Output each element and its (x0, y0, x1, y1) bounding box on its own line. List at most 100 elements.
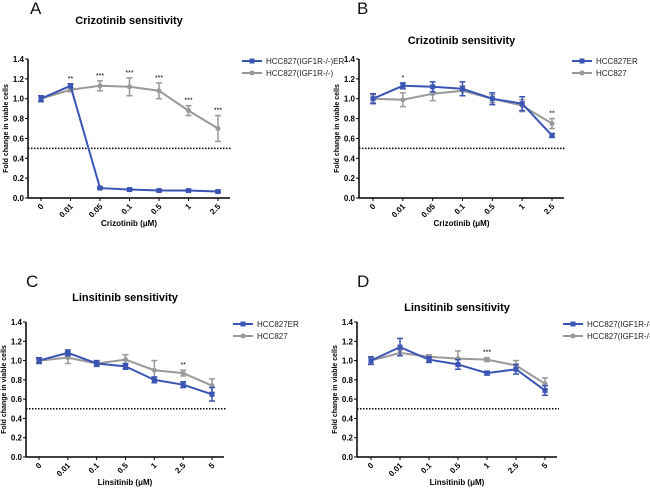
x-tick-label: 0.1 (87, 461, 102, 476)
significance-marker: *** (214, 108, 222, 115)
data-point (397, 344, 403, 350)
x-tick-label: 2.5 (208, 202, 223, 217)
panel-letter: C (26, 272, 38, 291)
x-tick-label: 0 (368, 202, 378, 212)
y-tick-label: 1.4 (13, 55, 25, 64)
significance-marker: *** (184, 98, 192, 105)
x-tick-label: 0.1 (419, 461, 434, 476)
legend-label: HCC827(IGF1R-/-)ER (587, 320, 650, 329)
data-point (38, 96, 44, 102)
data-point (97, 83, 103, 89)
data-point (484, 370, 490, 376)
legend-marker (240, 333, 246, 339)
data-point (186, 188, 191, 194)
y-tick-label: 1.4 (344, 55, 356, 64)
data-point (455, 361, 461, 367)
y-tick-label: 0.2 (342, 434, 354, 443)
chart-title: Linsitinib sensitivity (72, 292, 179, 304)
x-tick-label: 0.01 (55, 461, 73, 479)
y-tick-label: 0.6 (13, 134, 25, 143)
data-point (156, 88, 162, 94)
x-tick-label: 2.5 (506, 461, 521, 476)
data-point (400, 97, 406, 103)
y-tick-label: 0.4 (344, 154, 356, 163)
data-point (542, 387, 548, 393)
x-tick-label: 0.5 (149, 202, 164, 217)
legend-marker (240, 321, 246, 327)
y-tick-label: 0.0 (13, 194, 25, 203)
series (38, 83, 221, 195)
data-point (127, 84, 132, 90)
series (368, 337, 548, 397)
y-tick-label: 0.4 (13, 154, 25, 163)
data-point (180, 382, 186, 388)
y-tick-label: 1.2 (13, 75, 25, 84)
legend-marker (579, 58, 585, 64)
legend-label: HCC827(IGF1R-/-) (266, 69, 333, 78)
x-tick-label: 0.1 (120, 202, 135, 217)
y-axis-label: Fold change in viable cells (3, 84, 10, 173)
data-point (370, 96, 376, 102)
data-point (484, 357, 490, 363)
x-tick-label: 1 (482, 461, 492, 471)
y-tick-label: 0.2 (13, 174, 25, 183)
legend-label: HCC827(IGF1R-/-) (587, 332, 650, 341)
data-point (151, 377, 157, 383)
data-point (215, 126, 221, 131)
y-tick-label: 1.2 (342, 337, 354, 346)
y-tick-label: 0.6 (344, 134, 356, 143)
data-point (94, 360, 100, 366)
y-tick-label: 0.0 (11, 453, 23, 462)
data-point (215, 189, 221, 195)
x-tick-label: 0 (366, 461, 376, 471)
data-point (549, 132, 555, 138)
x-axis-label: Linsitinib (μM) (430, 478, 485, 487)
data-point (151, 367, 157, 373)
panel-letter: D (357, 272, 369, 291)
legend-marker (249, 70, 255, 76)
y-tick-label: 1.0 (344, 95, 356, 104)
series (36, 349, 215, 402)
y-tick-label: 0.8 (344, 115, 356, 124)
legend-label: HCC827 (596, 69, 627, 78)
significance-marker: ** (68, 76, 74, 83)
x-tick-label: 2.5 (173, 461, 188, 476)
significance-marker: *** (96, 73, 104, 80)
y-tick-label: 0.4 (342, 414, 354, 423)
y-tick-label: 1.4 (342, 318, 354, 327)
x-tick-label: 0.5 (483, 202, 498, 217)
y-tick-label: 1.0 (11, 357, 23, 366)
x-tick-label: 1 (149, 461, 159, 471)
data-point (209, 391, 215, 397)
x-axis-label: Linsitinib (μM) (98, 478, 153, 487)
data-point (460, 86, 465, 92)
legend-marker (249, 58, 255, 64)
y-tick-label: 0.8 (13, 115, 25, 124)
data-point (65, 350, 71, 356)
x-axis-label: Crizotinib (μM) (101, 219, 157, 228)
legend-marker (570, 333, 576, 339)
significance-marker: *** (483, 350, 491, 357)
data-point (489, 96, 495, 102)
data-point (430, 84, 436, 90)
y-tick-label: 0.8 (342, 376, 354, 385)
y-tick-label: 0.8 (11, 376, 23, 385)
y-tick-label: 0.0 (344, 194, 356, 203)
data-point (186, 108, 191, 114)
x-tick-label: 0.01 (387, 461, 405, 479)
significance-marker: *** (125, 70, 133, 77)
y-axis-label: Fold change in viable cells (1, 345, 8, 434)
y-tick-label: 0.6 (11, 395, 23, 404)
significance-marker: * (401, 75, 404, 82)
data-point (180, 370, 186, 376)
legend-label: HCC827ER (257, 320, 299, 329)
x-axis-label: Crizotinib (μM) (434, 219, 490, 228)
y-tick-label: 0.2 (344, 174, 356, 183)
data-point (97, 185, 103, 191)
significance-marker: ** (180, 362, 186, 369)
data-point (513, 366, 519, 372)
x-tick-label: 0.05 (87, 202, 105, 220)
x-tick-label: 1 (517, 202, 527, 212)
